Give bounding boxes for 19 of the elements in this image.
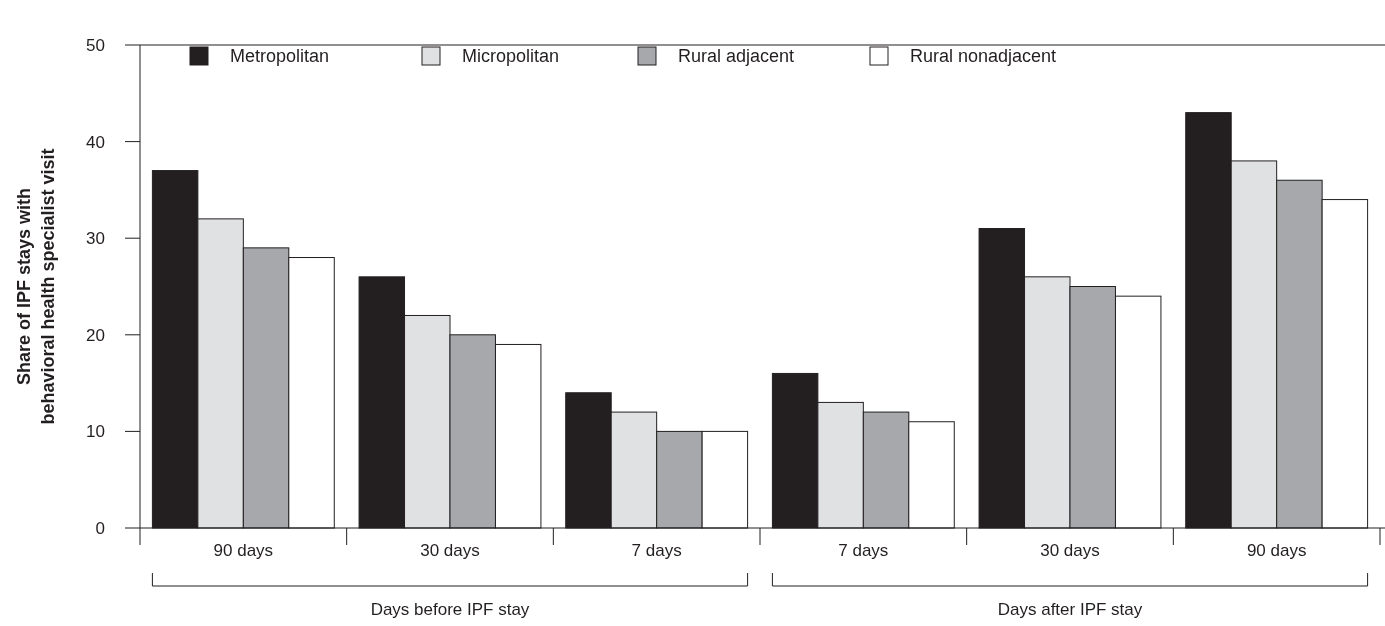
y-tick-label: 40 (86, 132, 105, 152)
y-tick-label: 50 (86, 35, 105, 55)
legend-label: Rural adjacent (678, 46, 795, 67)
y-tick-label: 30 (86, 229, 105, 249)
x-tick-label: 7 days (631, 541, 682, 560)
y-tick-label: 20 (86, 325, 105, 345)
y-tick-label: 0 (95, 518, 105, 538)
text: Days after IPF stay (997, 600, 1143, 619)
legend-label: Micropolitan (462, 46, 560, 67)
legend-label: Metropolitan (230, 46, 330, 67)
x-tick-label: 7 days (838, 541, 889, 560)
legend-label: Rural nonadjacent (910, 46, 1057, 67)
y-tick-label: 10 (86, 422, 105, 442)
x-tick-label: 90 days (1246, 541, 1307, 560)
text: Days before IPF stay (370, 600, 530, 619)
x-tick-label: 30 days (1040, 541, 1100, 560)
x-tick-label: 30 days (420, 541, 480, 560)
x-tick-label: 90 days (213, 541, 274, 560)
y-axis-title: Share of IPF stays with behavioral health specialist visit (14, 148, 58, 425)
